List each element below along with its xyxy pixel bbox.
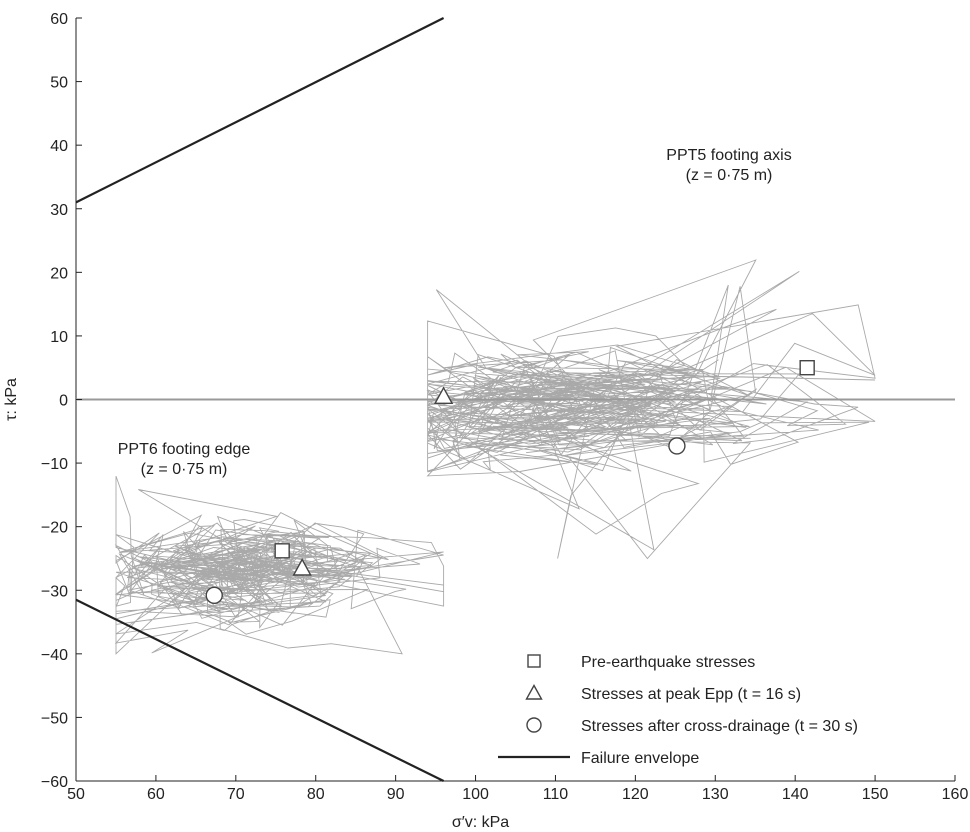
annotation-label: (z = 0·75 m) [686,167,773,184]
circle-marker [205,586,223,605]
y-tick-label: 40 [50,138,68,155]
y-tick-label: −60 [41,774,68,791]
legend-square-icon [527,654,541,668]
annotation-label: PPT5 footing axis [666,147,791,164]
x-tick-label: 160 [942,786,969,803]
y-tick-label: −30 [41,583,68,600]
annotation-label: (z = 0·75 m) [141,461,228,478]
y-tick-label: 10 [50,329,68,346]
y-tick-label: 30 [50,202,68,219]
annotations: PPT5 footing axis (z = 0·75 m) PPT6 footin… [118,147,792,478]
failure-envelope-lower [75,598,445,782]
stress-markers [205,360,815,605]
y-tick-label: −50 [41,710,68,727]
y-tick-label: 0 [59,393,68,410]
x-tick-label: 140 [782,786,809,803]
x-tick-label: 100 [462,786,489,803]
y-tick-label: 50 [50,75,68,92]
x-tick-label: 150 [862,786,889,803]
y-tick-label: −40 [41,647,68,664]
stress-path-2 [114,475,445,655]
legend-circle-icon [526,717,542,733]
legend-label: Failure envelope [581,750,699,767]
square-marker [799,360,815,376]
failure-envelope [75,17,445,782]
x-tick-label: 60 [147,786,165,803]
y-tick-label: −10 [41,456,68,473]
failure-envelope-upper [75,17,445,204]
y-tick-label: 20 [50,265,68,282]
stress-path-1 [426,259,876,560]
axes: 50 60 70 80 90 100 110 120 130 140 150 160605040302… [41,11,969,803]
x-tick-label: 70 [227,786,245,803]
y-tick-label: 60 [50,11,68,28]
x-tick-label: 50 [67,786,85,803]
triangle-marker [433,386,454,405]
legend-triangle-icon [525,684,543,700]
y-tick-label: −20 [41,520,68,537]
x-tick-label: 110 [543,786,569,803]
legend: Pre-earthquake stresses Stresses at peak … [498,654,858,767]
triangle-marker [292,558,312,576]
circle-marker [668,437,686,455]
x-tick-label: 80 [307,786,325,803]
x-tick-label: 90 [387,786,405,803]
x-tick-label: 120 [622,786,649,803]
x-tick-label: 130 [702,786,729,803]
legend-label: Stresses after cross-drainage (t = 30 s) [581,718,858,735]
legend-label: Stresses at peak Epp (t = 16 s) [581,686,801,703]
square-marker [274,543,290,559]
x-axis-title: σ′v: kPa [452,814,509,831]
y-axis-title: τ: kPa [3,378,20,421]
legend-label: Pre-earthquake stresses [581,654,755,671]
annotation-label: PPT6 footing edge [118,441,251,458]
